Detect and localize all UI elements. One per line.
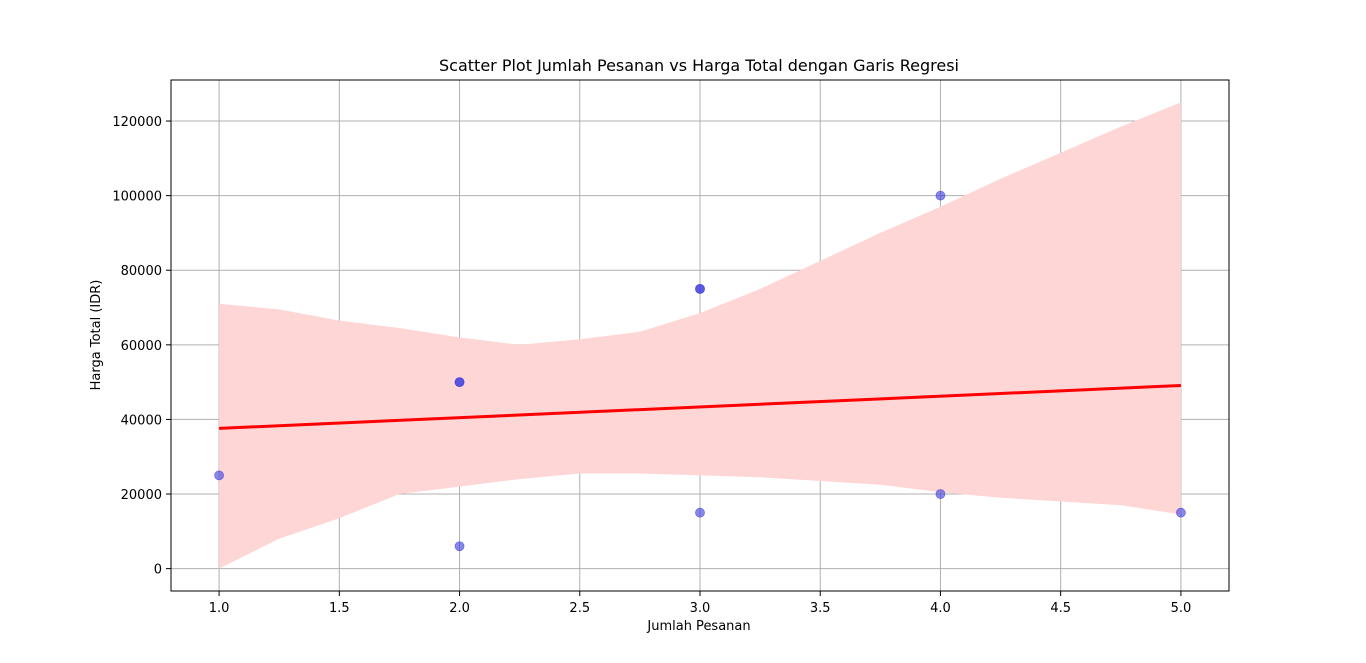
y-tick-label-1: 20000 [121,488,162,503]
data-point-9 [1176,507,1186,518]
x-tick-label-5: 3.5 [810,601,831,616]
x-axis-ticks: 1.0 1.5 2.0 2.5 3.0 3.5 4.0 4.5 5.0 [209,591,1192,616]
chart-title: Scatter Plot Jumlah Pesanan vs Harga Tot… [439,56,959,75]
data-point-5 [695,283,705,294]
data-points [214,190,1186,552]
x-tick-label-1: 1.5 [329,601,350,616]
confidence-band-layer [219,102,1181,569]
y-tick-label-0: 0 [154,563,162,578]
regression-line [219,383,1181,430]
data-point-0 [214,470,224,481]
x-tick-label-8: 5.0 [1171,601,1192,616]
y-tick-label-3: 60000 [121,339,162,354]
y-axis-ticks: 0 20000 40000 60000 80000 100000 120000 [112,115,171,578]
y-tick-label-6: 120000 [112,115,162,130]
data-point-2 [454,377,465,388]
confidence-band [219,102,1181,569]
y-tick-label-4: 80000 [121,264,162,279]
x-tick-label-4: 3.0 [690,601,711,616]
x-tick-label-2: 2.0 [449,601,470,616]
y-tick-label-5: 100000 [112,190,162,205]
regression-line-layer [219,383,1181,430]
x-axis-label: Jumlah Pesanan [646,619,750,634]
x-tick-label-6: 4.0 [930,601,951,616]
y-axis-label: Harga Total (IDR) [89,280,104,391]
x-tick-label-0: 1.0 [209,601,230,616]
data-point-3 [454,541,465,552]
x-tick-label-7: 4.5 [1050,601,1071,616]
x-tick-label-3: 2.5 [569,601,590,616]
data-point-6 [695,507,705,518]
y-tick-label-2: 40000 [121,413,162,428]
data-point-8 [935,489,946,499]
data-point-7 [935,190,946,201]
